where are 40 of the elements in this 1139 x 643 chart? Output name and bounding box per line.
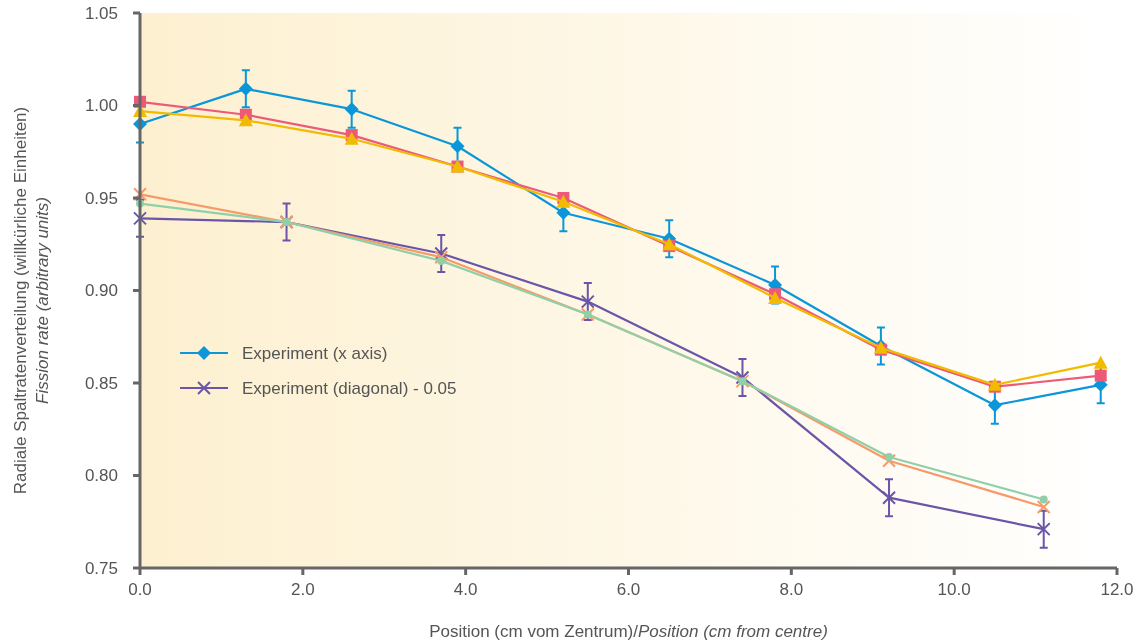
point xyxy=(987,398,1002,413)
y-tick-label: 1.00 xyxy=(84,96,118,116)
point xyxy=(1036,499,1051,514)
point xyxy=(238,113,253,127)
point xyxy=(885,453,894,461)
point xyxy=(1093,355,1108,369)
y-axis-title: Radiale Spaltratenverteilung (willkürliche Einheiten) Fission rate (arbitrary units) xyxy=(11,106,52,495)
point xyxy=(437,256,446,265)
point xyxy=(556,194,571,208)
x-tick-label: 6.0 xyxy=(616,580,641,599)
x-tick-label: 0.0 xyxy=(128,580,152,599)
point xyxy=(882,453,897,468)
point xyxy=(238,81,253,96)
y-tick-label: 1.05 xyxy=(84,3,118,23)
point xyxy=(1039,495,1048,504)
x-tick-label: 10.0 xyxy=(937,580,971,599)
point xyxy=(133,187,147,202)
point xyxy=(556,205,571,220)
point xyxy=(133,211,147,226)
point xyxy=(434,246,449,261)
y-tick-label: 0.75 xyxy=(84,558,118,578)
point xyxy=(1094,369,1107,382)
point xyxy=(1036,522,1051,537)
point xyxy=(450,139,465,154)
y-tick-label: 0.85 xyxy=(84,373,118,393)
x-tick-label: 8.0 xyxy=(779,580,804,599)
point xyxy=(882,490,897,505)
legend-label: Experiment (diagonal) - 0.05 xyxy=(242,378,457,398)
y-tick-label: 0.90 xyxy=(84,281,118,301)
y-tick-label: 0.80 xyxy=(84,466,118,486)
x-axis-title: Position (cm vom Zentrum)/Position (cm from centre) xyxy=(429,622,828,641)
point xyxy=(434,250,449,265)
y-tick-label: 0.95 xyxy=(84,188,118,208)
legend-label: Experiment (x axis) xyxy=(242,343,388,363)
point xyxy=(735,370,750,385)
x-tick-label: 12.0 xyxy=(1100,580,1134,599)
x-tick-label: 4.0 xyxy=(453,580,478,599)
point xyxy=(580,294,595,309)
point xyxy=(344,102,359,117)
x-tick-label: 2.0 xyxy=(291,580,315,599)
